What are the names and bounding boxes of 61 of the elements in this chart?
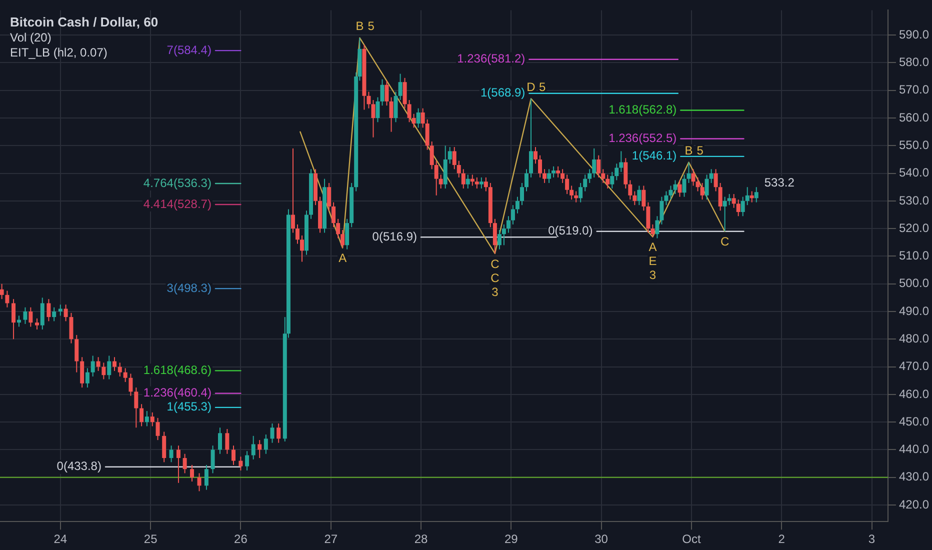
x-tick-label: 30 [594,532,608,546]
annotation: 1.236(552.5) [608,131,677,146]
annotation: 5 [696,144,704,158]
annotation: B [684,144,693,158]
y-tick-label: 520.0 [898,220,930,235]
y-tick-label: 490.0 [898,304,930,318]
y-tick-label: 590.0 [898,27,930,42]
annotation: 533.2 [764,175,795,190]
annotation: D [526,80,536,94]
annotation: Vol (20) [10,30,52,45]
annotation: 1.236(460.4) [143,386,212,400]
annotation: C [490,270,500,285]
y-tick-label: 560.0 [898,110,930,124]
annotation: 4.414(528.7) [143,196,212,211]
y-tick-label: 500.0 [898,276,930,290]
y-tick-label: 580.0 [898,55,930,70]
y-tick-label: 530.0 [898,193,930,208]
annotation: C [490,256,500,271]
annotation: 3 [649,268,656,282]
annotation: EIT_LB (hl2, 0.07) [10,46,108,60]
y-tick-label: 440.0 [898,442,930,456]
x-tick-label: 3 [868,532,876,546]
annotation: 3 [492,284,499,299]
y-tick-label: 480.0 [898,331,930,346]
x-tick-label: 28 [414,532,428,546]
annotation: 0(433.8) [56,459,102,474]
x-tick-label: 27 [324,532,338,546]
x-tick-label: 25 [144,532,158,546]
annotation: 1(546.1) [632,148,677,163]
annotation: 0(519.0) [548,224,593,238]
x-tick-label: 2 [778,532,786,546]
y-tick-label: 570.0 [898,82,930,97]
annotation: 7(584.4) [166,42,212,57]
x-tick-label: Oct [682,532,702,546]
y-tick-label: 450.0 [898,414,930,428]
y-tick-label: 510.0 [898,248,930,263]
x-tick-label: 26 [234,532,248,546]
annotation: 1.618(468.6) [143,362,212,377]
annotation: 1.618(562.8) [608,102,677,117]
annotation: A [648,240,657,254]
annotation: 1(568.9) [480,86,526,100]
y-tick-label: 430.0 [898,470,930,484]
chart-title: Bitcoin Cash / Dollar, 60 [10,14,158,30]
y-tick-label: 420.0 [898,497,930,512]
annotation: 5 [539,80,546,94]
annotation: C [720,234,730,249]
annotation: 4.764(536.3) [143,176,212,190]
annotation: B [356,19,364,34]
annotation: 1.236(581.2) [457,52,526,66]
annotation: A [338,251,347,266]
annotation: 5 [368,19,375,34]
y-tick-label: 540.0 [898,166,930,180]
annotation: 1(455.3) [166,400,212,414]
y-tick-label: 550.0 [898,138,930,152]
annotation: 0(516.9) [372,229,418,244]
y-tick-label: 470.0 [898,359,930,374]
annotation: 3(498.3) [166,280,212,295]
y-tick-label: 460.0 [898,386,930,401]
x-tick-label: 24 [54,532,68,546]
annotation: E [648,254,657,268]
x-tick-label: 29 [504,532,518,546]
